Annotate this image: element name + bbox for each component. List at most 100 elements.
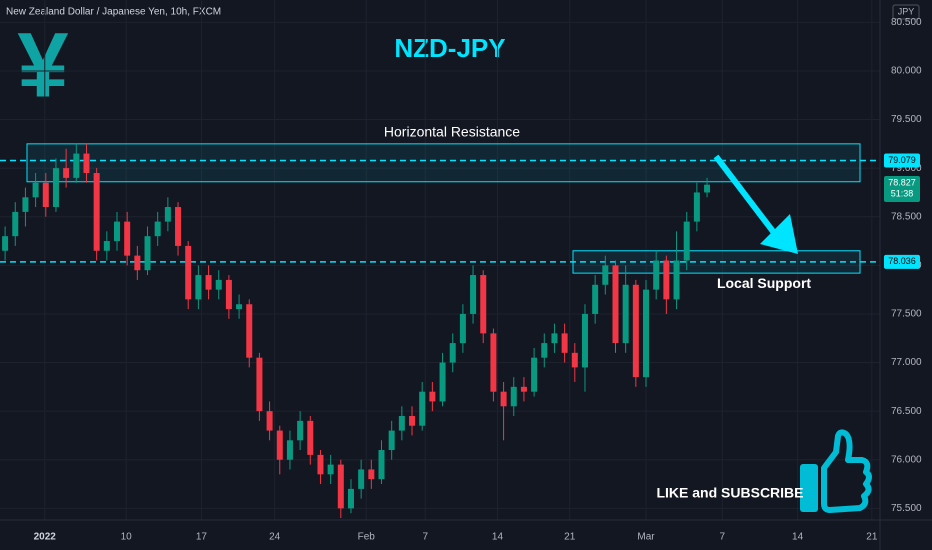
candle-body: [347, 488, 354, 509]
x-tick-label: 17: [196, 532, 208, 543]
y-tick-label: 79.500: [891, 114, 922, 125]
support-price-box: [884, 254, 920, 269]
x-tick-label: Feb: [358, 532, 376, 543]
candle-body: [490, 333, 497, 392]
candle-body: [256, 357, 263, 412]
candle-body: [276, 430, 283, 460]
currency: JPY: [898, 6, 915, 16]
resistance-price: 79.079: [888, 155, 916, 165]
y-tick-label: 76.500: [891, 406, 922, 417]
candle-body: [358, 469, 365, 489]
arrow-head: [760, 214, 798, 254]
candle-body: [470, 275, 477, 314]
candle-body: [500, 391, 507, 407]
thumbs-up-icon: [800, 429, 872, 513]
candle-body: [124, 221, 131, 256]
candle-body: [541, 343, 548, 358]
candle-body: [520, 386, 527, 392]
candle-body: [480, 275, 487, 334]
y-tick-label: 80.500: [891, 17, 922, 28]
x-tick-label: 10: [121, 532, 133, 543]
candle-body: [592, 284, 599, 314]
candle-body: [378, 450, 385, 480]
candle-body: [663, 260, 670, 300]
candle-body: [409, 416, 416, 426]
x-tick-label: 2022: [34, 532, 57, 543]
candle-body: [327, 464, 334, 475]
candle-body: [643, 289, 650, 378]
candle-body: [398, 416, 405, 431]
y-tick-label: 77.000: [891, 357, 922, 368]
x-tick-label: 21: [564, 532, 576, 543]
candle-body: [337, 464, 344, 509]
y-tick-label: 75.500: [891, 503, 922, 514]
resistance-price-box: [884, 153, 920, 168]
chart-header: New Zealand Dollar / Japanese Yen, 10h, …: [6, 7, 221, 18]
resistance-label: Horizontal Resistance: [384, 124, 520, 140]
candle-body: [134, 255, 141, 271]
candle-body: [419, 391, 426, 426]
candle-body: [368, 469, 375, 480]
candle-body: [185, 245, 192, 300]
candle-body: [286, 440, 293, 460]
candle-body: [42, 182, 49, 208]
candle-body: [83, 153, 90, 174]
candle-body: [317, 454, 324, 475]
candle-body: [52, 168, 59, 208]
candle-body: [266, 411, 273, 431]
candle-body: [246, 304, 253, 358]
candle-body: [73, 153, 80, 178]
candle-body: [22, 197, 29, 212]
candle-body: [307, 420, 314, 455]
candle-body: [449, 343, 456, 363]
candle-body: [561, 333, 568, 353]
countdown: 51:38: [891, 188, 914, 198]
x-tick-label: 14: [792, 532, 804, 543]
last-price: 78.827: [888, 177, 916, 187]
candle-body: [632, 284, 639, 378]
candle-body: [653, 260, 660, 290]
candle-body: [2, 236, 9, 251]
candle-body: [602, 265, 609, 285]
candle-body: [154, 221, 161, 237]
y-tick-label: 79.000: [891, 163, 922, 174]
candle-body: [581, 313, 588, 368]
candle-body: [388, 430, 395, 451]
arrow-shaft: [713, 154, 781, 240]
candle-body: [459, 313, 466, 344]
candle-body: [144, 236, 151, 271]
support-label: Local Support: [717, 275, 811, 291]
candle-body: [693, 192, 700, 222]
support-price: 78.036: [888, 256, 916, 266]
candle-body: [32, 182, 39, 198]
candle-body: [510, 386, 517, 407]
candle-body: [12, 211, 19, 237]
candle-body: [622, 284, 629, 344]
resistance-zone: [26, 143, 861, 183]
candle-body: [103, 241, 110, 251]
candle-body: [236, 304, 243, 310]
y-tick-label: 76.000: [891, 454, 922, 465]
y-tick-label: 77.500: [891, 309, 922, 320]
x-tick-label: 14: [492, 532, 504, 543]
candle-body: [683, 221, 690, 261]
x-tick-label: 21: [866, 532, 878, 543]
candle-body: [215, 279, 222, 290]
candle-body: [297, 420, 304, 441]
x-tick-label: 24: [269, 532, 281, 543]
candle-body: [225, 279, 232, 310]
x-tick-label: 7: [720, 532, 726, 543]
candle-body: [612, 265, 619, 344]
chart-title: NZD-JPY: [394, 33, 505, 63]
candle-body: [571, 352, 578, 368]
candle-body: [63, 168, 70, 178]
candle-body: [195, 275, 202, 300]
candle-body: [429, 391, 436, 402]
candle-body: [175, 207, 182, 246]
candle-body: [205, 275, 212, 290]
x-tick-label: 7: [422, 532, 428, 543]
candle-body: [113, 221, 120, 242]
